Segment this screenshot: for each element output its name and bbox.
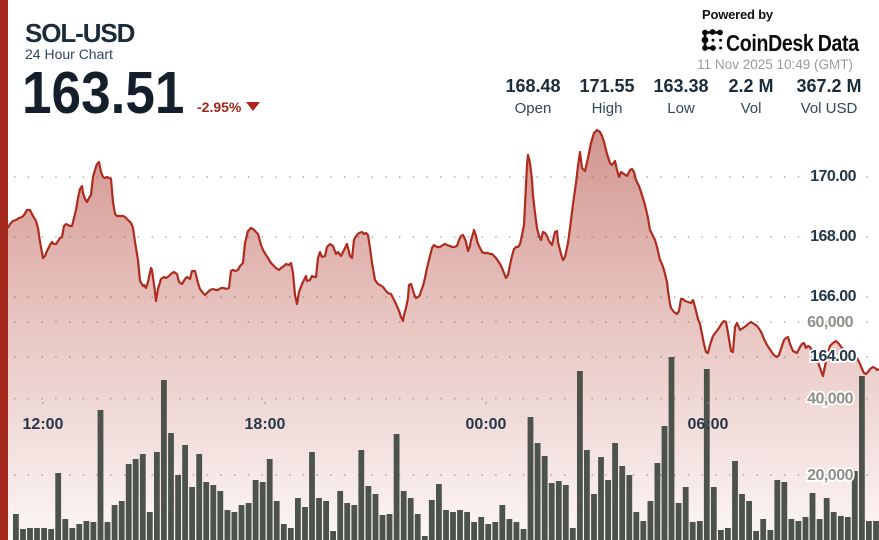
svg-text:60,000: 60,000 xyxy=(807,314,854,331)
svg-text:20,000: 20,000 xyxy=(807,467,854,484)
svg-text:00:00: 00:00 xyxy=(466,416,507,433)
svg-text:166.00: 166.00 xyxy=(810,288,857,305)
svg-text:170.00: 170.00 xyxy=(810,168,857,185)
svg-text:12:00: 12:00 xyxy=(23,416,64,433)
svg-text:168.00: 168.00 xyxy=(810,228,857,245)
svg-text:18:00: 18:00 xyxy=(245,416,286,433)
svg-text:164.00: 164.00 xyxy=(810,348,857,365)
svg-text:06:00: 06:00 xyxy=(688,416,729,433)
svg-text:40,000: 40,000 xyxy=(807,391,854,408)
